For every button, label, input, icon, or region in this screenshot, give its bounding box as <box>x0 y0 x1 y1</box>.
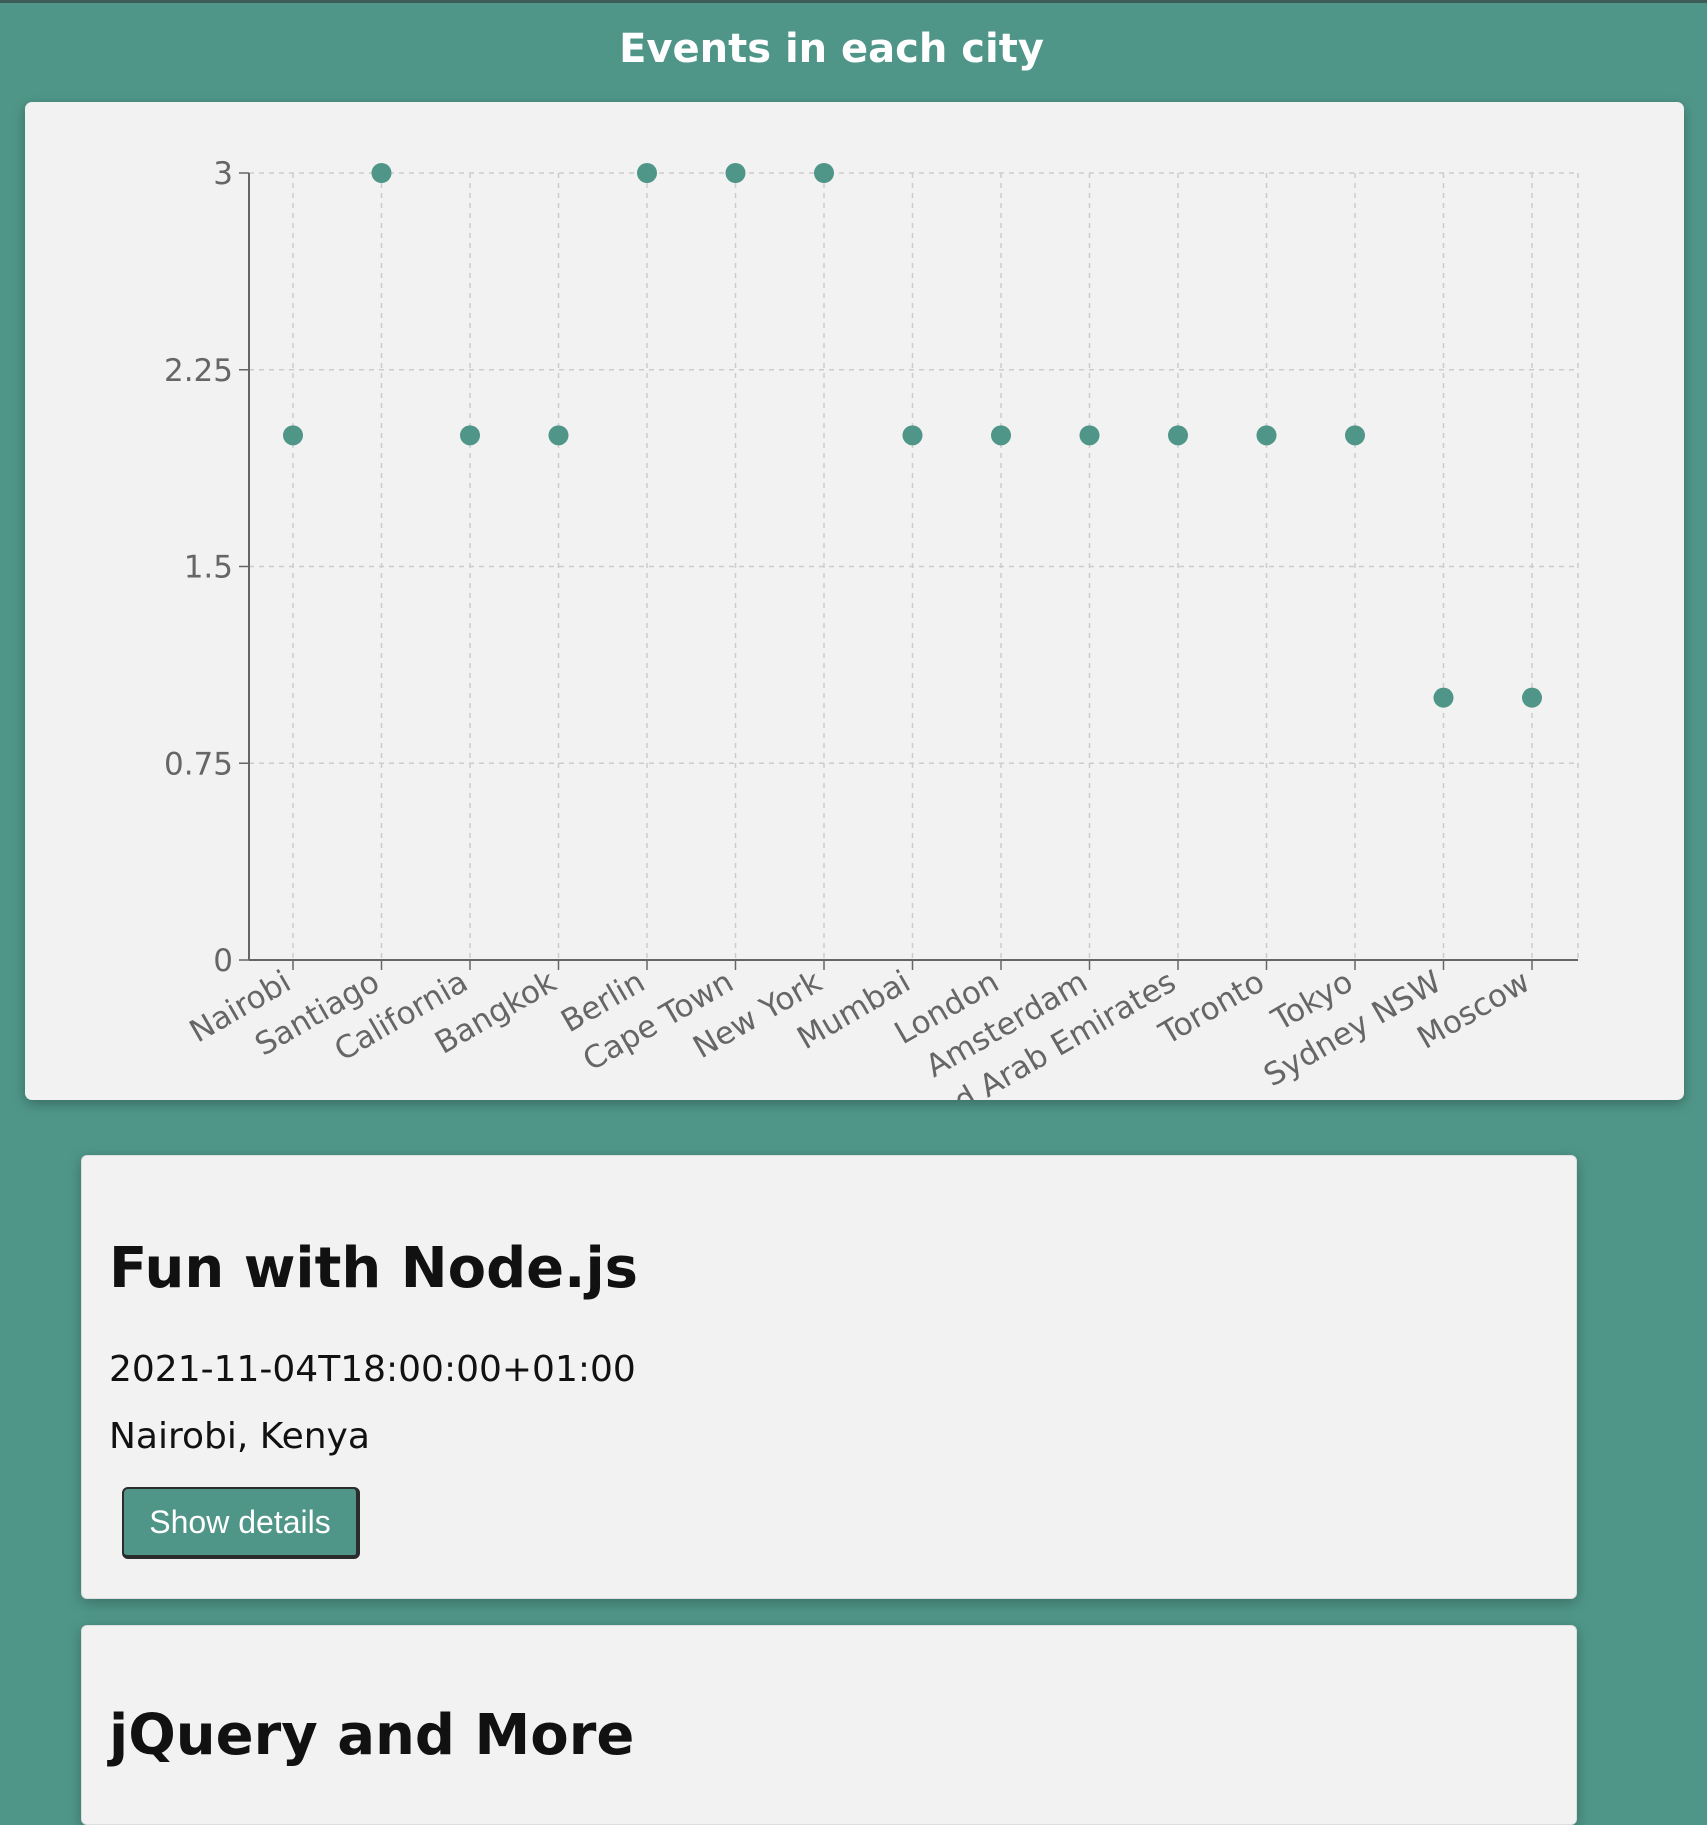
chart-card: 0 0.75 1.5 2.25 3 Nairobi Santiago California Ba… <box>25 102 1684 1100</box>
data-point-mumbai <box>902 425 923 446</box>
event-title: Fun with Node.js <box>109 1236 638 1301</box>
show-details-button[interactable]: Show details <box>122 1487 360 1559</box>
data-point-sydney-nsw <box>1433 687 1454 708</box>
data-point-toronto <box>1256 425 1277 446</box>
y-tick-label: 3 <box>213 156 233 192</box>
data-point-new-york <box>814 163 834 183</box>
data-point-california <box>460 425 480 446</box>
events-per-city-chart: 00.751.52.253NairobiSantiagoCaliforniaBa… <box>164 156 1579 1100</box>
data-point-bangkok <box>548 425 569 446</box>
y-tick-label: 2.25 <box>164 353 233 389</box>
y-tick-label: 1.5 <box>184 550 233 586</box>
event-start-time: 2021-11-04T18:00:00+01:00 <box>109 1349 636 1390</box>
event-card: jQuery and More <box>81 1625 1577 1825</box>
top-rule <box>0 0 1707 3</box>
event-title: jQuery and More <box>109 1703 635 1768</box>
y-tick-label: 0 <box>213 943 233 979</box>
data-point-amsterdam <box>1079 425 1100 446</box>
chart-title: Events in each city <box>619 26 1044 72</box>
data-point-moscow <box>1522 687 1542 708</box>
data-point-united-arab-emirates <box>1168 425 1188 446</box>
event-card: Fun with Node.js 2021-11-04T18:00:00+01:… <box>81 1155 1577 1599</box>
data-point-tokyo <box>1345 425 1365 446</box>
data-point-cape-town <box>725 163 746 183</box>
data-point-nairobi <box>283 425 303 446</box>
data-point-berlin <box>637 163 657 183</box>
y-tick-label: 0.75 <box>164 746 233 782</box>
data-point-santiago <box>371 163 392 183</box>
data-point-london <box>991 425 1011 446</box>
event-location: Nairobi, Kenya <box>109 1416 370 1457</box>
